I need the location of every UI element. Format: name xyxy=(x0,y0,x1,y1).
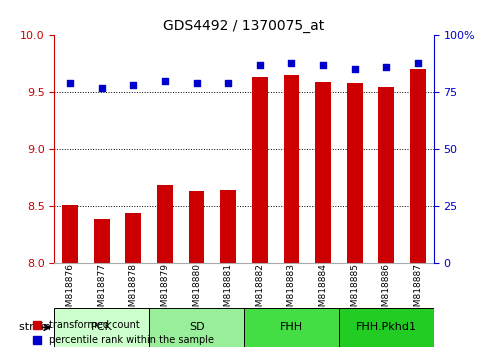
Bar xyxy=(283,75,299,263)
Title: GDS4492 / 1370075_at: GDS4492 / 1370075_at xyxy=(163,19,325,33)
Legend: transformed count, percentile rank within the sample: transformed count, percentile rank withi… xyxy=(30,316,218,349)
Point xyxy=(193,80,201,86)
Text: GSM818883: GSM818883 xyxy=(287,263,296,319)
Text: GSM818887: GSM818887 xyxy=(414,263,423,319)
Text: GSM818881: GSM818881 xyxy=(224,263,233,319)
Point xyxy=(351,67,359,72)
Text: FHH.Pkhd1: FHH.Pkhd1 xyxy=(356,322,417,332)
Point xyxy=(256,62,264,68)
Bar xyxy=(410,69,426,263)
FancyBboxPatch shape xyxy=(339,308,434,347)
Text: GSM818878: GSM818878 xyxy=(129,263,138,319)
Bar xyxy=(379,86,394,263)
Bar xyxy=(347,83,363,263)
Point xyxy=(224,80,232,86)
Text: GSM818886: GSM818886 xyxy=(382,263,391,319)
Text: GSM818877: GSM818877 xyxy=(97,263,106,319)
Text: PCK: PCK xyxy=(91,322,112,332)
FancyBboxPatch shape xyxy=(54,308,149,347)
Bar xyxy=(315,82,331,263)
FancyBboxPatch shape xyxy=(149,308,244,347)
Text: GSM818876: GSM818876 xyxy=(66,263,74,319)
Point xyxy=(319,62,327,68)
Text: FHH: FHH xyxy=(280,322,303,332)
Text: GSM818880: GSM818880 xyxy=(192,263,201,319)
Point xyxy=(66,80,74,86)
Text: SD: SD xyxy=(189,322,205,332)
FancyBboxPatch shape xyxy=(244,308,339,347)
Bar xyxy=(94,219,109,263)
Bar xyxy=(189,191,205,263)
Text: GSM818879: GSM818879 xyxy=(160,263,170,319)
Point xyxy=(287,60,295,65)
Bar xyxy=(220,190,236,263)
Point xyxy=(383,64,390,70)
Text: GSM818885: GSM818885 xyxy=(350,263,359,319)
Point xyxy=(129,82,137,88)
Point xyxy=(98,85,106,91)
Text: GSM818884: GSM818884 xyxy=(318,263,328,318)
Bar xyxy=(252,78,268,263)
Bar xyxy=(157,185,173,263)
Bar xyxy=(62,205,78,263)
Text: GSM818882: GSM818882 xyxy=(255,263,264,318)
Point xyxy=(414,60,422,65)
Text: strain: strain xyxy=(19,322,54,332)
Bar xyxy=(125,212,141,263)
Point xyxy=(161,78,169,84)
